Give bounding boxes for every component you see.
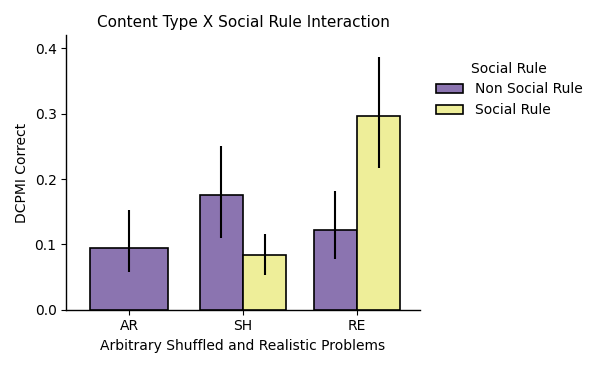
Legend: Non Social Rule, Social Rule: Non Social Rule, Social Rule [430, 56, 588, 123]
Y-axis label: DCPMI Correct: DCPMI Correct [15, 123, 29, 223]
Bar [243, 255, 286, 310]
Bar [90, 248, 168, 310]
Bar [200, 195, 243, 310]
Bar [313, 230, 357, 310]
Bar [357, 116, 400, 310]
X-axis label: Arbitrary Shuffled and Realistic Problems: Arbitrary Shuffled and Realistic Problem… [100, 339, 385, 353]
Title: Content Type X Social Rule Interaction: Content Type X Social Rule Interaction [97, 15, 390, 30]
